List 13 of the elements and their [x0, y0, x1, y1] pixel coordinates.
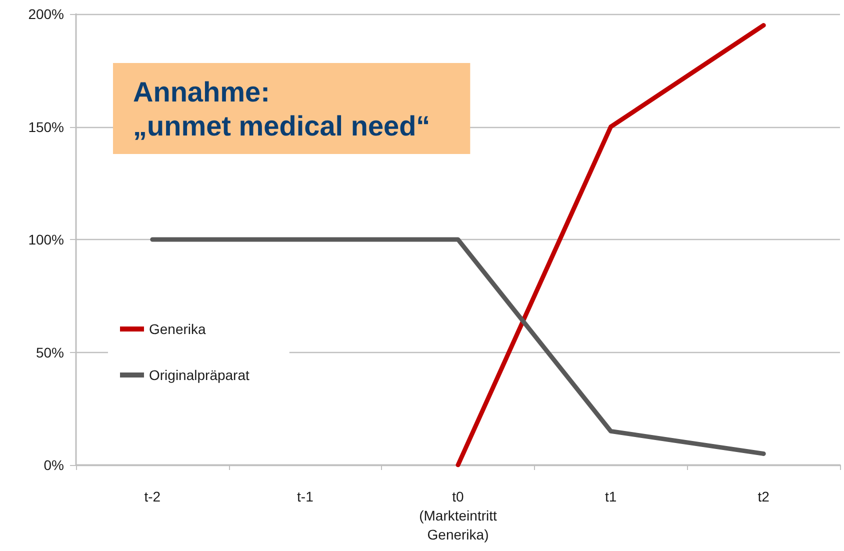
y-tick-label: 100% [28, 232, 64, 248]
x-tick-label: t-1 [297, 488, 314, 504]
y-tick-label: 150% [28, 118, 64, 135]
legend-label: Originalpräparat [149, 367, 250, 383]
x-tick-label: t1 [604, 488, 617, 504]
annotation: Annahme: „unmet medical need“ [133, 76, 430, 142]
x-tick-label: t2 [758, 488, 770, 504]
y-tick-label: 200% [28, 6, 64, 22]
legend-label: Generika [149, 321, 206, 337]
y-tick-label: 0% [44, 457, 64, 473]
x-tick-label: t-2 [144, 488, 161, 504]
y-tick-label: 50% [36, 344, 64, 360]
x-tick-label: t0 (Markteintritt Generika) [419, 488, 497, 542]
